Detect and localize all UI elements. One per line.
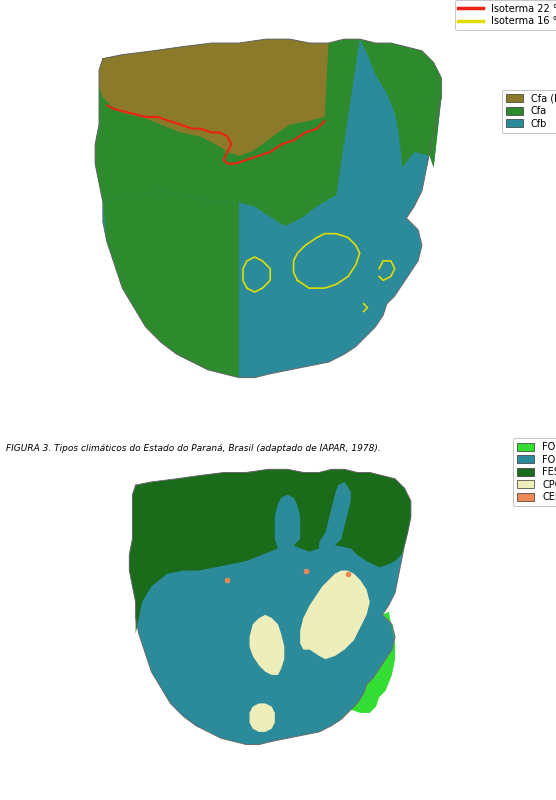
Polygon shape (300, 570, 370, 659)
Polygon shape (99, 39, 329, 156)
Polygon shape (103, 39, 441, 327)
Polygon shape (95, 39, 441, 378)
Legend: FOD, FOM, FES, CPO, CER: FOD, FOM, FES, CPO, CER (513, 438, 556, 506)
Legend: Cfa (h), Cfa, Cfb: Cfa (h), Cfa, Cfb (502, 90, 556, 133)
Polygon shape (250, 703, 275, 732)
Polygon shape (250, 615, 284, 675)
Polygon shape (130, 470, 411, 745)
Polygon shape (275, 494, 300, 549)
Text: FIGURA 3. Tipos climáticos do Estado do Paraná, Brasil (adaptado de IAPAR, 1978): FIGURA 3. Tipos climáticos do Estado do … (6, 444, 380, 453)
Polygon shape (130, 470, 411, 634)
Polygon shape (319, 482, 351, 551)
Polygon shape (351, 612, 395, 713)
Polygon shape (95, 39, 441, 226)
Polygon shape (103, 191, 239, 378)
